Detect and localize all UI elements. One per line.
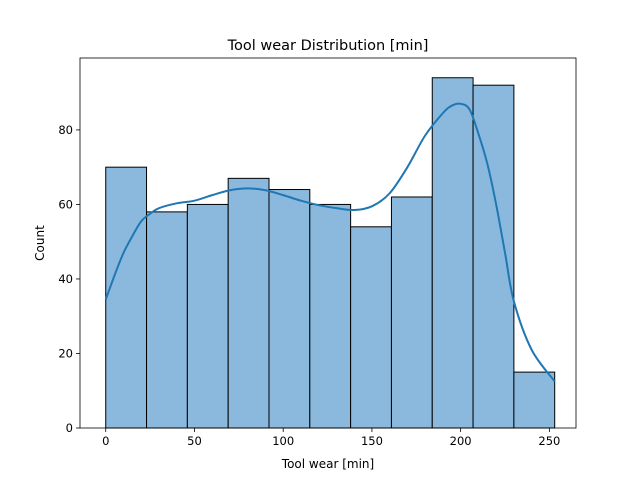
x-tick-label: 250 [538, 434, 560, 448]
bars-group [105, 77, 556, 429]
plot-frame [79, 57, 577, 429]
histogram-bar [390, 196, 433, 429]
histogram-bar [431, 77, 474, 429]
kde-line [104, 102, 556, 383]
histogram-bar [227, 177, 270, 429]
y-tick-label: 40 [58, 272, 73, 286]
histogram-bar [268, 189, 311, 429]
histogram-bar [105, 166, 148, 429]
chart-title: Tool wear Distribution [min] [227, 38, 429, 54]
y-tick-label: 0 [66, 421, 73, 435]
y-axis-ticks: 0 20 40 60 80 [58, 123, 80, 435]
histogram-bar [472, 84, 515, 429]
histogram-bar [513, 371, 556, 429]
x-tick-label: 200 [450, 434, 472, 448]
x-axis-label: Tool wear [min] [281, 457, 374, 471]
x-tick-label: 150 [361, 434, 383, 448]
histogram-bar [186, 203, 229, 429]
x-tick-label: 50 [187, 434, 202, 448]
x-tick-label: 100 [272, 434, 294, 448]
y-axis-label: Count [33, 225, 47, 261]
y-tick-label: 20 [58, 346, 73, 360]
histogram-bar [146, 211, 188, 429]
x-axis-ticks: 0 50 100 150 200 250 [102, 428, 560, 448]
y-tick-label: 60 [58, 197, 73, 211]
y-tick-label: 80 [58, 123, 73, 137]
histogram-bar [350, 226, 392, 429]
x-tick-label: 0 [102, 434, 109, 448]
histogram-bar [309, 203, 352, 429]
